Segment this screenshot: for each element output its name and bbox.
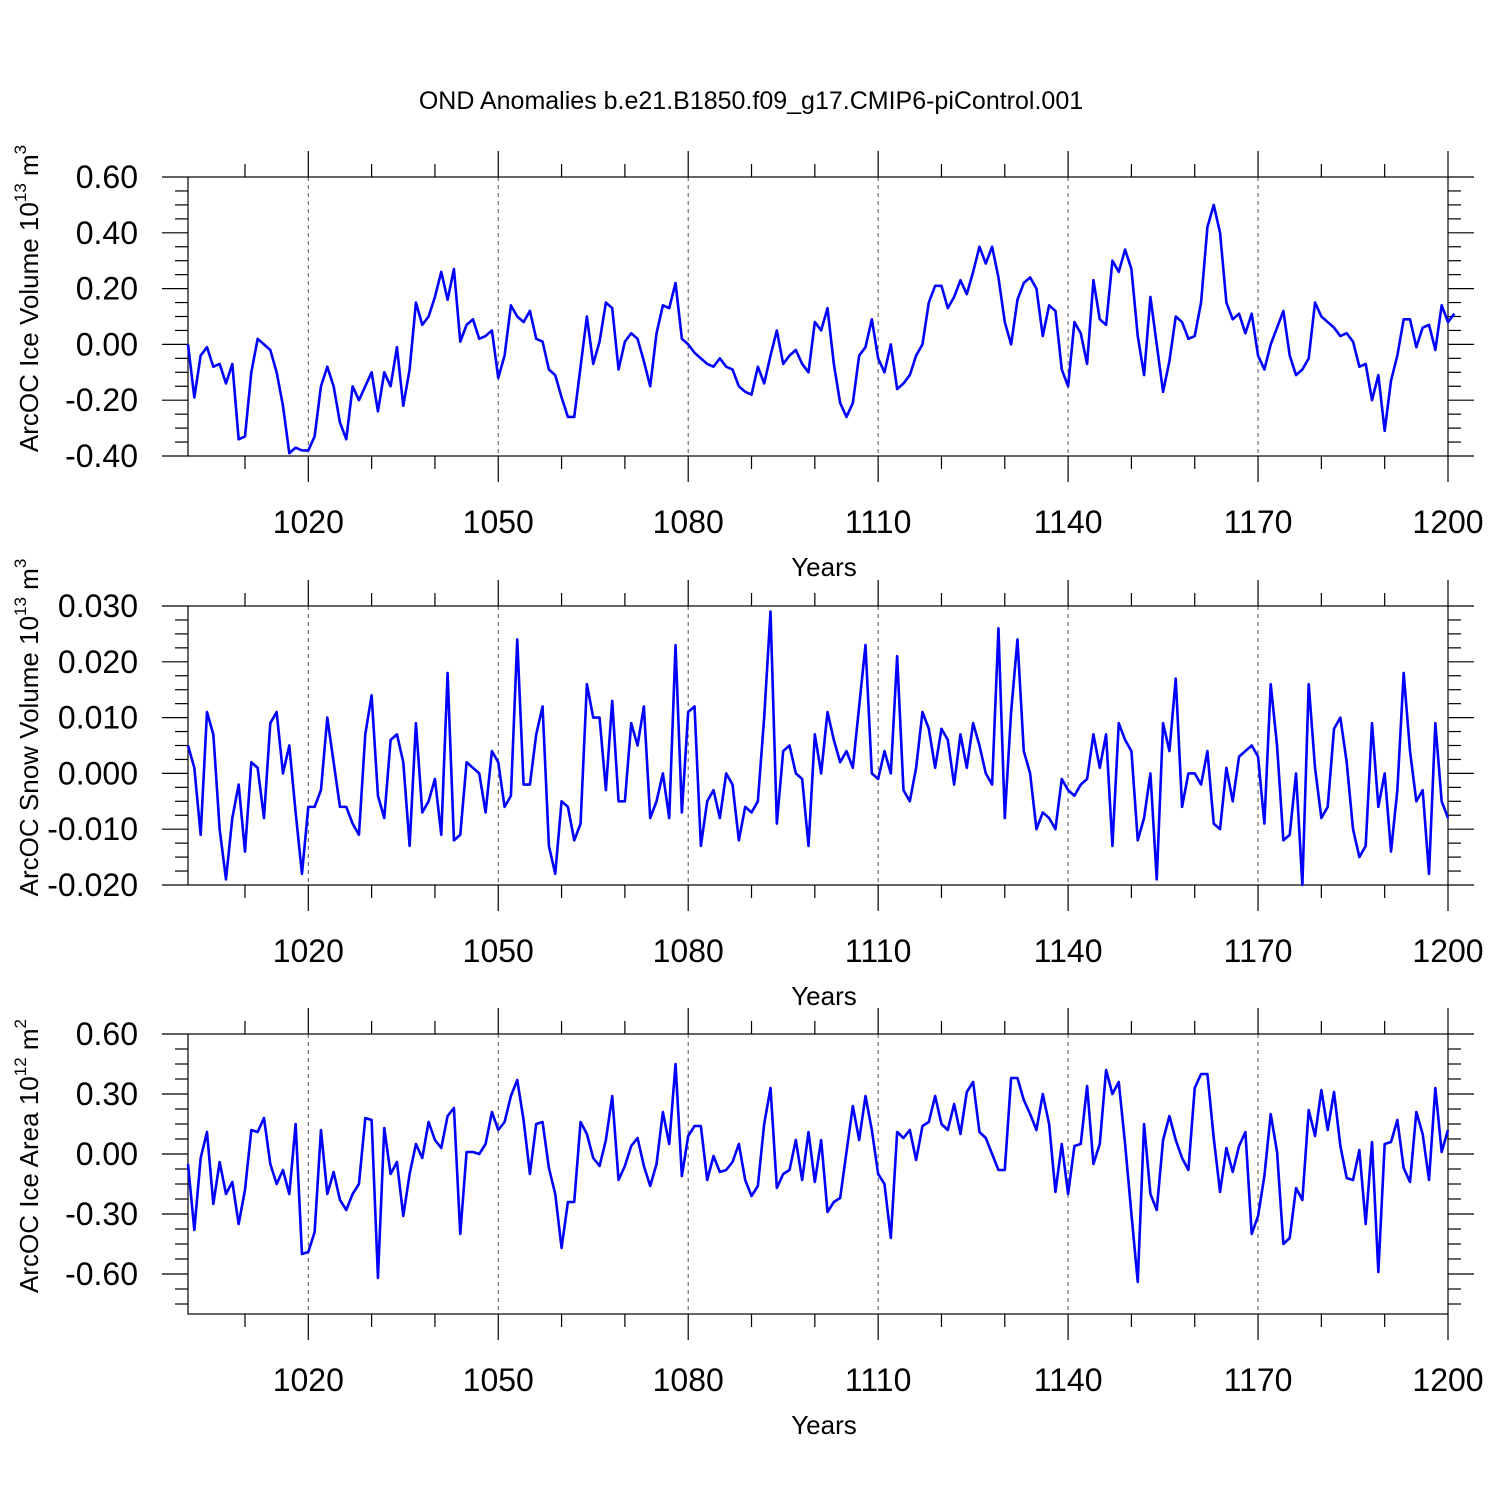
series-line-ice_volume (186, 203, 1456, 455)
y-tick-label: -0.40 (65, 438, 138, 474)
y-tick-label: 0.000 (58, 755, 138, 791)
x-tick-label: 1110 (845, 933, 911, 969)
plot-frame (187, 605, 1449, 886)
y-tick-label: 0.010 (58, 700, 138, 736)
x-tick-label: 1020 (273, 1362, 344, 1398)
x-tick-label: 1170 (1224, 1362, 1293, 1398)
x-axis-label: Years (791, 552, 857, 582)
x-tick-label: 1110 (845, 1362, 911, 1398)
y-tick-label: -0.30 (65, 1196, 138, 1232)
chart-panel-ice_area: 1020 1050 1080 1110 1140 1170 1200 -0.60 -0.30 0.… (11, 1008, 1484, 1440)
y-axis-label: ArcOC Ice Area 1012 m2 (11, 1019, 44, 1293)
x-tick-label: 1200 (1412, 504, 1483, 540)
x-tick-label: 1050 (463, 933, 534, 969)
x-tick-label: 1170 (1224, 933, 1293, 969)
y-tick-label: 0.20 (76, 271, 138, 307)
y-tick-label: 0.30 (76, 1076, 138, 1112)
y-tick-label: 0.00 (76, 326, 138, 362)
x-tick-label: 1020 (273, 504, 344, 540)
x-tick-label: 1200 (1412, 933, 1483, 969)
y-tick-label: -0.60 (65, 1256, 138, 1292)
y-axis-label: ArcOC Snow Volume 1013 m3 (11, 559, 44, 897)
x-tick-label: 1140 (1034, 933, 1103, 969)
x-tick-label: 1080 (653, 504, 724, 540)
y-tick-label: 0.00 (76, 1136, 138, 1172)
y-tick-label: -0.020 (47, 867, 138, 903)
x-tick-label: 1140 (1034, 504, 1103, 540)
y-tick-label: 0.60 (76, 159, 138, 195)
chart-panel-snow_volume: 1020 1050 1080 1110 1140 1170 1200 -0.020 -0.010… (11, 559, 1484, 1011)
plot-frame (187, 176, 1449, 457)
series-line-snow_volume (186, 610, 1450, 887)
x-tick-label: 1140 (1034, 1362, 1103, 1398)
y-tick-label: 0.40 (76, 215, 138, 251)
figure-title: OND Anomalies b.e21.B1850.f09_g17.CMIP6-… (419, 87, 1083, 115)
x-axis-label: Years (791, 981, 857, 1011)
x-tick-label: 1170 (1224, 504, 1293, 540)
x-axis-label: Years (791, 1410, 857, 1440)
x-tick-label: 1050 (463, 1362, 534, 1398)
chart-panels: 1020 1050 1080 1110 1140 1170 1200 -0.40 -0.20 0.… (11, 145, 1484, 1440)
y-tick-label: 0.020 (58, 644, 138, 680)
y-axis-label: ArcOC Ice Volume 1013 m3 (11, 145, 44, 452)
x-tick-label: 1080 (653, 1362, 724, 1398)
series-line-ice_area (186, 1062, 1450, 1284)
y-tick-label: -0.010 (47, 811, 138, 847)
y-tick-label: 0.60 (76, 1016, 138, 1052)
y-tick-label: 0.030 (58, 588, 138, 624)
x-tick-label: 1200 (1412, 1362, 1483, 1398)
x-tick-label: 1050 (463, 504, 534, 540)
chart-panel-ice_volume: 1020 1050 1080 1110 1140 1170 1200 -0.40 -0.20 0.… (11, 145, 1484, 582)
y-tick-label: -0.20 (65, 382, 138, 418)
x-tick-label: 1020 (273, 933, 344, 969)
x-tick-label: 1080 (653, 933, 724, 969)
x-tick-label: 1110 (845, 504, 911, 540)
